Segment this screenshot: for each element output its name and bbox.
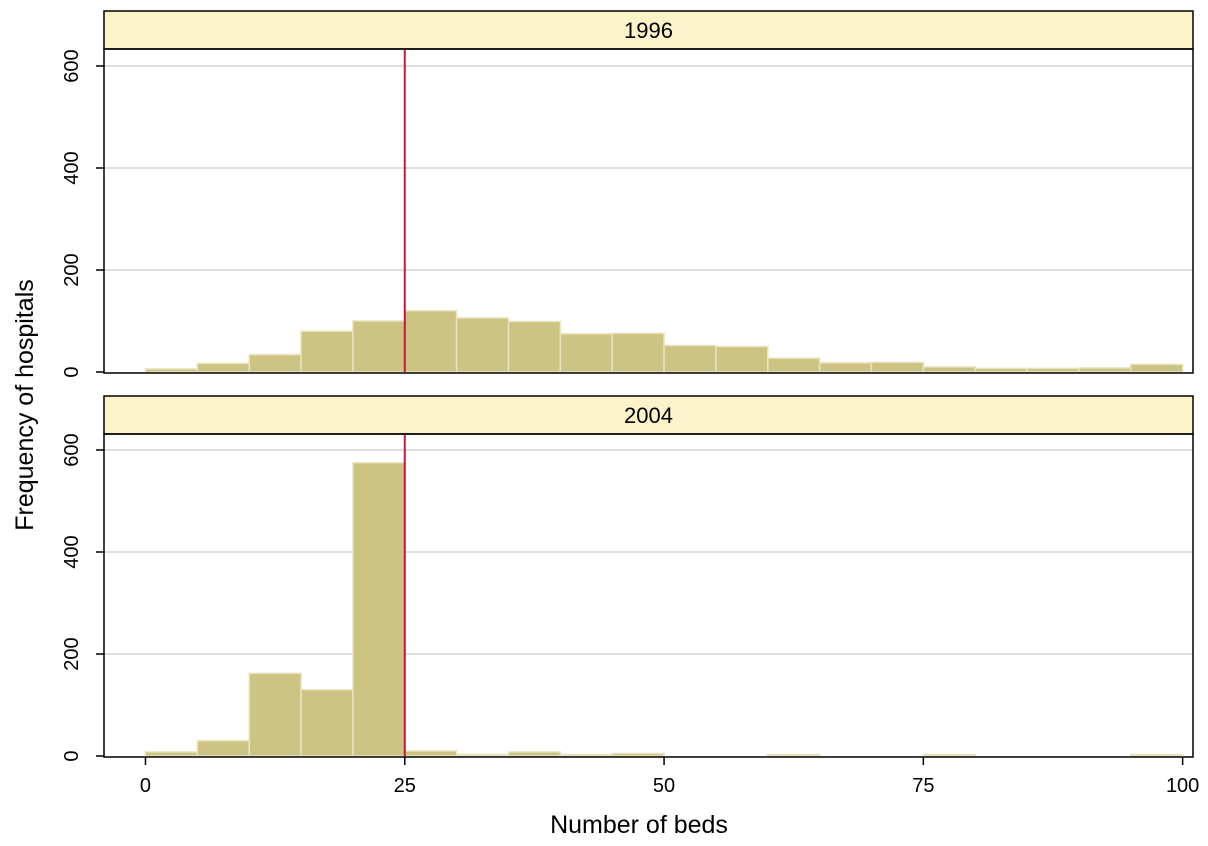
y-tick-label: 200	[61, 253, 83, 286]
y-tick-label: 600	[61, 433, 83, 466]
histogram-bar	[196, 739, 250, 757]
histogram-bar	[1026, 367, 1080, 373]
histogram-bar	[559, 333, 613, 373]
histogram-bar	[922, 753, 976, 757]
histogram-bar	[404, 310, 458, 373]
y-tick-label: 600	[61, 49, 83, 82]
histogram-bar	[767, 357, 821, 373]
panel-1996: 1996 0 200 400 600	[61, 10, 1194, 378]
histogram-bar	[248, 672, 302, 757]
y-tick-label: 0	[61, 750, 83, 761]
histogram-bar	[196, 362, 250, 373]
panels-group: 1996 0 200 400 600 2004 0 200 400 600 0 25 50 75 100	[61, 10, 1199, 797]
y-tick-label: 400	[61, 151, 83, 184]
y-tick-label: 200	[61, 637, 83, 670]
y-axis-title: Frequency of hospitals	[11, 279, 39, 531]
histogram-bar	[870, 361, 925, 373]
histogram-bar	[663, 344, 717, 373]
histogram-bar	[559, 753, 613, 757]
histogram-bar	[248, 353, 302, 373]
panel-strip	[103, 10, 1194, 50]
histogram-bar	[300, 688, 354, 757]
panel-strip-label: 2004	[624, 403, 673, 428]
y-tick-label: 0	[61, 366, 83, 377]
histogram-bar	[404, 750, 458, 757]
histogram-bar	[507, 751, 562, 757]
plot-frame	[103, 48, 1194, 374]
histogram-bar	[1078, 367, 1132, 373]
histogram-bar	[715, 345, 769, 373]
panel-2004: 2004 0 200 400 600	[61, 395, 1194, 762]
x-axis-title: Number of beds	[550, 811, 728, 839]
histogram-bar	[352, 462, 406, 757]
histogram-bar	[1130, 753, 1184, 757]
histogram-bar	[767, 753, 821, 757]
x-tick-label: 50	[653, 775, 675, 797]
histogram-bar	[1130, 363, 1184, 373]
histogram-bar	[144, 368, 199, 373]
histogram-bar	[922, 366, 976, 373]
x-tick-label: 100	[1166, 775, 1199, 797]
histogram-bar	[144, 751, 199, 757]
x-tick-label: 25	[394, 775, 416, 797]
histogram-bar	[974, 367, 1028, 373]
histogram-bar	[507, 320, 562, 373]
y-tick-label: 400	[61, 535, 83, 568]
histogram-bar	[611, 332, 665, 373]
x-tick-label: 0	[140, 775, 151, 797]
plot-frame	[103, 433, 1194, 758]
histogram-bar	[455, 317, 510, 373]
histogram-bar	[611, 752, 665, 757]
histogram-bar	[818, 362, 873, 373]
panel-strip-label: 1996	[624, 18, 673, 43]
histogram-bar	[455, 753, 510, 757]
x-tick-label: 75	[912, 775, 934, 797]
histogram-bar	[300, 330, 354, 373]
histogram-bar	[352, 320, 406, 373]
